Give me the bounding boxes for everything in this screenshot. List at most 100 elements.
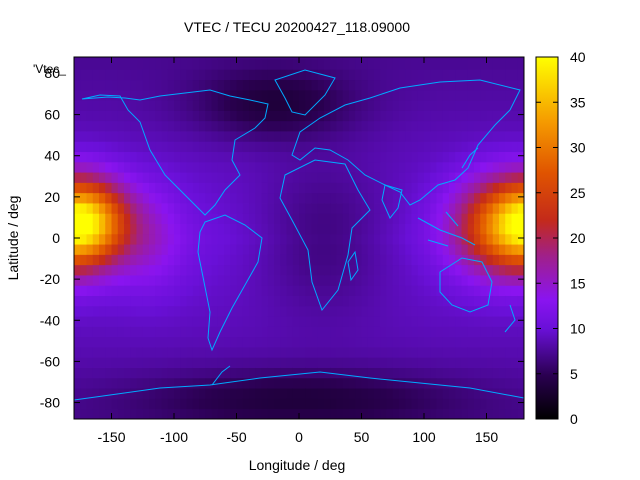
heatmap-cell (342, 131, 350, 142)
heatmap-cell (467, 182, 475, 194)
x-tick-label: 100 (412, 429, 436, 445)
heatmap-cell (305, 336, 312, 348)
heatmap-cell (336, 357, 344, 368)
heatmap-cell (292, 326, 300, 338)
colorbar-tick-label: 20 (570, 230, 586, 246)
heatmap-cell (374, 367, 381, 379)
heatmap-cell (349, 305, 356, 317)
heatmap-cell (205, 161, 212, 173)
heatmap-cell (461, 244, 469, 255)
heatmap-cell (386, 57, 394, 60)
heatmap-cell (367, 213, 375, 224)
heatmap-cell (161, 69, 169, 81)
heatmap-cell (136, 57, 144, 60)
heatmap-cell (86, 161, 94, 173)
heatmap-cell (299, 223, 306, 235)
heatmap-cell (292, 120, 300, 132)
heatmap-cell (330, 100, 337, 111)
heatmap-cell (249, 326, 256, 338)
heatmap-cell (167, 233, 175, 245)
heatmap-cell (405, 233, 412, 245)
heatmap-cell (430, 367, 437, 379)
heatmap-cell (280, 182, 287, 194)
heatmap-cell (111, 110, 119, 122)
heatmap-cell (161, 388, 169, 399)
heatmap-cell (511, 100, 519, 111)
heatmap-cell (492, 192, 500, 204)
heatmap-cell (192, 264, 200, 276)
heatmap-cell (349, 57, 356, 60)
heatmap-cell (186, 285, 194, 296)
heatmap-cell (480, 244, 487, 255)
heatmap-cell (142, 264, 150, 276)
heatmap-cell (224, 192, 231, 204)
heatmap-cell (86, 57, 94, 60)
heatmap-cell (467, 377, 475, 389)
heatmap-cell (442, 367, 450, 379)
heatmap-cell (186, 131, 194, 142)
heatmap-cell (392, 213, 400, 224)
heatmap-cell (199, 192, 206, 204)
heatmap-cell (86, 89, 94, 101)
heatmap-cell (236, 264, 244, 276)
heatmap-cell (461, 161, 469, 173)
heatmap-cell (474, 388, 481, 399)
heatmap-cell (236, 408, 244, 419)
heatmap-cell (242, 79, 250, 91)
heatmap-cell (511, 367, 519, 379)
heatmap-cell (255, 367, 262, 379)
heatmap-cell (130, 295, 137, 307)
heatmap-cell (317, 59, 325, 70)
heatmap-cell (449, 305, 456, 317)
heatmap-cell (192, 388, 200, 399)
heatmap-cell (517, 100, 524, 111)
heatmap-cell (180, 233, 187, 245)
heatmap-cell (417, 357, 425, 368)
heatmap-cell (124, 120, 131, 132)
heatmap-cell (205, 275, 212, 286)
heatmap-cell (511, 408, 519, 419)
heatmap-cell (261, 295, 269, 307)
heatmap-cell (492, 388, 500, 399)
heatmap-cell (286, 264, 294, 276)
heatmap-cell (224, 336, 231, 348)
heatmap-cell (417, 182, 425, 194)
heatmap-cell (367, 100, 375, 111)
heatmap-cell (261, 347, 269, 358)
heatmap-cell (511, 182, 519, 194)
heatmap-cell (380, 89, 387, 101)
heatmap-cell (205, 110, 212, 122)
heatmap-cell (455, 264, 462, 276)
heatmap-cell (305, 347, 312, 358)
heatmap-cell (505, 203, 512, 214)
heatmap-cell (480, 89, 487, 101)
heatmap-cell (274, 57, 281, 60)
heatmap-cell (424, 326, 431, 338)
heatmap-cell (249, 223, 256, 235)
heatmap-cell (117, 264, 125, 276)
heatmap-cell (417, 172, 425, 183)
heatmap-cell (286, 398, 294, 410)
heatmap-cell (424, 357, 431, 368)
heatmap-cell (199, 398, 206, 410)
heatmap-cell (317, 367, 325, 379)
heatmap-cell (130, 233, 137, 245)
heatmap-cell (124, 254, 131, 266)
heatmap-cell (380, 182, 387, 194)
heatmap-cell (255, 316, 262, 327)
heatmap-cell (330, 275, 337, 286)
heatmap-cell (86, 285, 94, 296)
heatmap-cell (399, 367, 406, 379)
heatmap-cell (311, 213, 319, 224)
heatmap-cell (436, 316, 444, 327)
heatmap-cell (486, 59, 494, 70)
heatmap-cell (280, 223, 287, 235)
heatmap-cell (486, 233, 494, 245)
heatmap-cell (92, 233, 100, 245)
heatmap-cell (436, 295, 444, 307)
heatmap-cell (99, 182, 106, 194)
heatmap-cell (292, 305, 300, 317)
heatmap-cell (349, 120, 356, 132)
heatmap-cell (467, 131, 475, 142)
heatmap-cell (224, 57, 231, 60)
